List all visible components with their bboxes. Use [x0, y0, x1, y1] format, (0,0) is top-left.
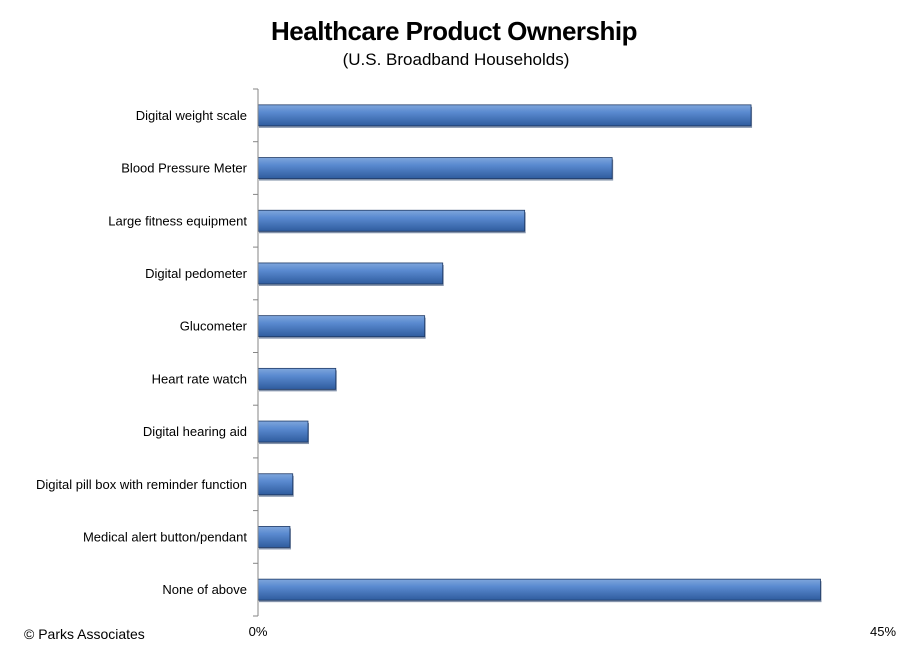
copyright-text: © Parks Associates — [24, 626, 145, 642]
bar — [257, 262, 444, 285]
chart-subtitle: (U.S. Broadband Households) — [342, 50, 570, 69]
bar — [257, 473, 294, 496]
category-label: Digital pedometer — [145, 266, 248, 281]
bar — [257, 367, 337, 390]
x-tick-label: 0% — [249, 624, 268, 639]
bar — [257, 420, 309, 443]
category-label: Digital pill box with reminder function — [36, 477, 247, 492]
category-label: Large fitness equipment — [108, 213, 247, 228]
bar — [257, 104, 752, 127]
bar — [257, 315, 426, 338]
category-label: Blood Pressure Meter — [121, 161, 247, 176]
x-tick-label: 45% — [870, 624, 896, 639]
bar — [257, 157, 613, 179]
category-label: Glucometer — [180, 319, 248, 334]
chart-title: Healthcare Product Ownership — [271, 16, 637, 46]
bar — [257, 209, 526, 232]
category-label: Medical alert button/pendant — [83, 529, 247, 544]
category-label: Heart rate watch — [152, 371, 247, 386]
bar — [257, 578, 821, 601]
bar — [257, 526, 291, 548]
category-label: Digital hearing aid — [143, 424, 247, 439]
category-label: None of above — [162, 582, 247, 597]
category-label: Digital weight scale — [136, 108, 247, 123]
